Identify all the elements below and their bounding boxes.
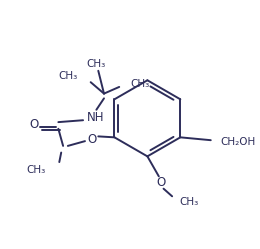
Text: CH₃: CH₃ <box>180 197 199 207</box>
Text: CH₃: CH₃ <box>27 165 46 175</box>
Text: CH₃: CH₃ <box>131 79 150 89</box>
Text: CH₃: CH₃ <box>58 71 77 81</box>
Text: CH₂OH: CH₂OH <box>220 137 256 147</box>
Text: O: O <box>156 177 165 189</box>
Text: NH: NH <box>87 111 104 124</box>
Text: CH₃: CH₃ <box>87 59 106 69</box>
Text: O: O <box>29 119 38 131</box>
Text: O: O <box>87 133 96 146</box>
